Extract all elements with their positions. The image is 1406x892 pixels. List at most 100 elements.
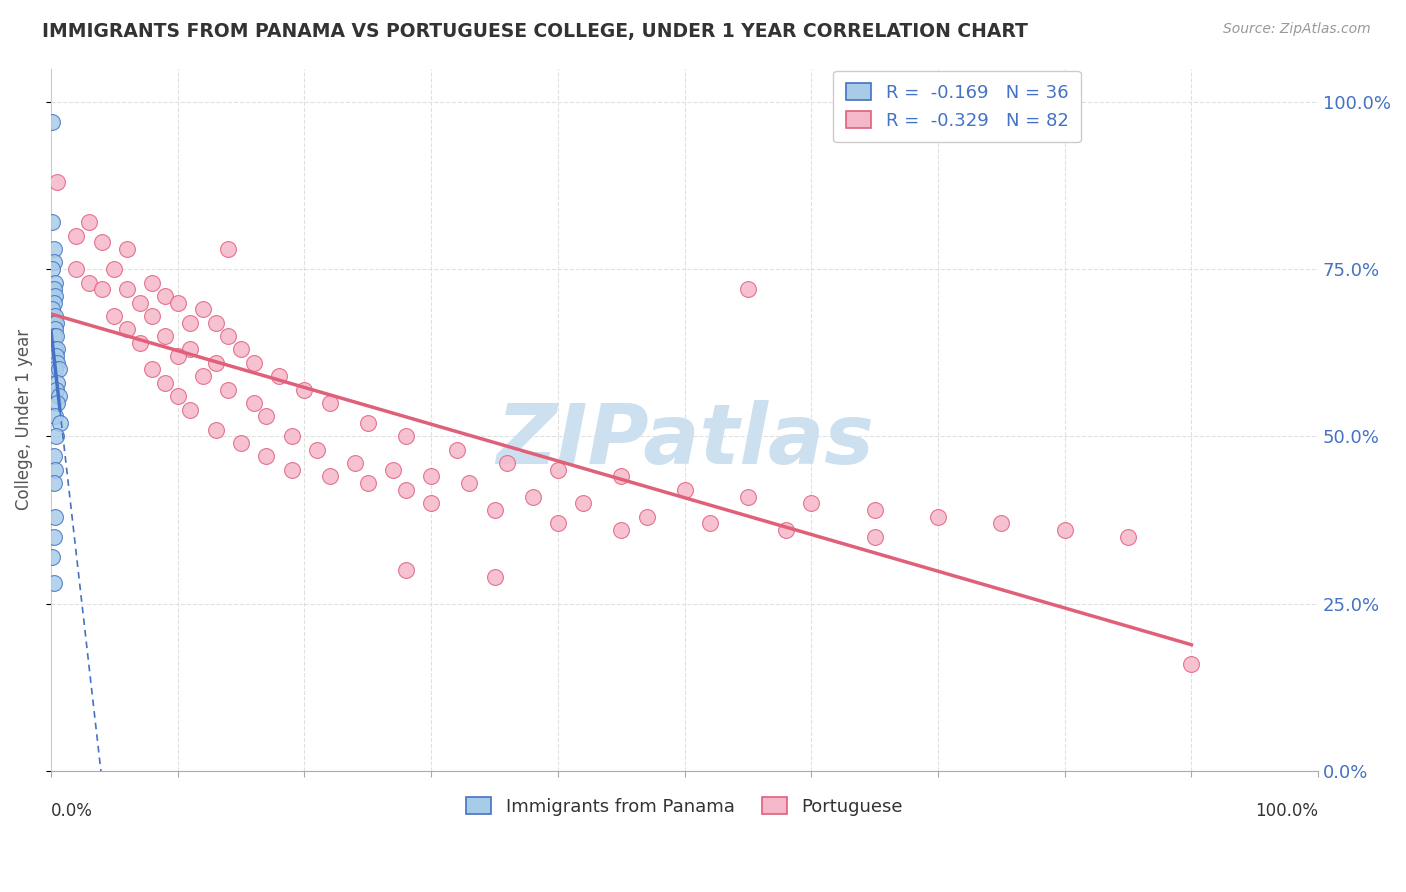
Point — [42, 295, 65, 310]
Point — [44, 343, 66, 357]
Point — [44, 322, 66, 336]
Point — [44, 409, 66, 424]
Point — [65, 262, 87, 277]
Point — [307, 442, 329, 457]
Point — [217, 329, 239, 343]
Point — [46, 343, 69, 357]
Y-axis label: College, Under 1 year: College, Under 1 year — [15, 329, 32, 510]
Point — [41, 215, 63, 229]
Point — [699, 516, 721, 531]
Point — [737, 490, 759, 504]
Legend: Immigrants from Panama, Portuguese: Immigrants from Panama, Portuguese — [457, 788, 912, 825]
Point — [166, 295, 188, 310]
Point — [256, 409, 278, 424]
Point — [46, 356, 69, 370]
Point — [179, 316, 201, 330]
Point — [217, 242, 239, 256]
Point — [344, 456, 367, 470]
Point — [141, 276, 163, 290]
Point — [90, 235, 112, 250]
Point — [65, 228, 87, 243]
Point — [41, 302, 63, 317]
Point — [990, 516, 1012, 531]
Point — [44, 509, 66, 524]
Point — [572, 496, 595, 510]
Point — [44, 276, 66, 290]
Point — [357, 416, 380, 430]
Text: Source: ZipAtlas.com: Source: ZipAtlas.com — [1223, 22, 1371, 37]
Point — [395, 429, 418, 443]
Point — [115, 282, 138, 296]
Point — [166, 349, 188, 363]
Point — [243, 356, 266, 370]
Point — [45, 383, 67, 397]
Point — [42, 576, 65, 591]
Point — [191, 369, 214, 384]
Point — [103, 262, 125, 277]
Point — [673, 483, 696, 497]
Point — [179, 402, 201, 417]
Point — [42, 450, 65, 464]
Point — [115, 242, 138, 256]
Point — [115, 322, 138, 336]
Point — [357, 476, 380, 491]
Point — [217, 383, 239, 397]
Point — [44, 309, 66, 323]
Point — [42, 329, 65, 343]
Point — [45, 329, 67, 343]
Point — [800, 496, 823, 510]
Point — [42, 242, 65, 256]
Point — [737, 282, 759, 296]
Point — [153, 289, 176, 303]
Point — [141, 362, 163, 376]
Point — [49, 416, 72, 430]
Point — [44, 463, 66, 477]
Point — [863, 530, 886, 544]
Point — [204, 316, 226, 330]
Point — [166, 389, 188, 403]
Point — [484, 503, 506, 517]
Point — [610, 469, 633, 483]
Point — [522, 490, 544, 504]
Point — [153, 376, 176, 390]
Point — [1053, 523, 1076, 537]
Point — [281, 463, 304, 477]
Point — [420, 496, 443, 510]
Point — [204, 356, 226, 370]
Point — [41, 115, 63, 129]
Point — [319, 469, 342, 483]
Point — [42, 255, 65, 269]
Point — [382, 463, 405, 477]
Text: ZIPatlas: ZIPatlas — [496, 401, 873, 481]
Point — [1180, 657, 1202, 671]
Point — [128, 335, 150, 350]
Point — [610, 523, 633, 537]
Point — [1116, 530, 1139, 544]
Point — [41, 549, 63, 564]
Point — [45, 316, 67, 330]
Point — [45, 429, 67, 443]
Point — [90, 282, 112, 296]
Point — [496, 456, 519, 470]
Point — [446, 442, 468, 457]
Point — [458, 476, 481, 491]
Point — [243, 396, 266, 410]
Point — [229, 343, 252, 357]
Point — [46, 396, 69, 410]
Text: 0.0%: 0.0% — [51, 802, 93, 821]
Point — [269, 369, 291, 384]
Point — [77, 215, 100, 229]
Point — [319, 396, 342, 410]
Point — [281, 429, 304, 443]
Point — [46, 175, 69, 189]
Text: 100.0%: 100.0% — [1256, 802, 1319, 821]
Point — [153, 329, 176, 343]
Point — [179, 343, 201, 357]
Point — [484, 570, 506, 584]
Point — [42, 530, 65, 544]
Point — [636, 509, 658, 524]
Point — [41, 262, 63, 277]
Point — [42, 476, 65, 491]
Point — [547, 516, 569, 531]
Point — [927, 509, 949, 524]
